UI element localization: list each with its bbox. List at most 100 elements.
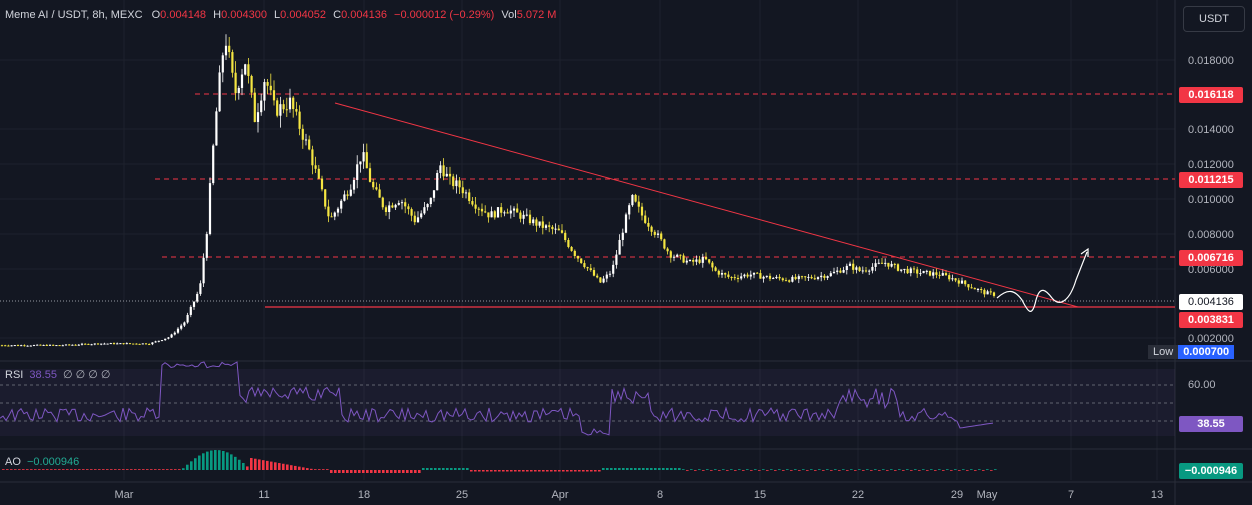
candle-body [762, 276, 765, 279]
ao-bar [534, 470, 537, 472]
ao-bar [390, 470, 393, 473]
currency-button[interactable]: USDT [1183, 6, 1245, 32]
ao-tag: −0.000946 [1179, 463, 1243, 479]
ao-bar [78, 469, 81, 470]
candle-body [554, 228, 557, 230]
ao-bar [674, 468, 677, 470]
candle-body [634, 194, 637, 202]
candle-body [628, 205, 631, 215]
candle-body [295, 108, 298, 112]
candle-body [983, 289, 986, 295]
candle-body [7, 345, 10, 347]
candle-body [135, 343, 138, 345]
candle-body [599, 277, 602, 283]
candle-body [900, 269, 903, 271]
ao-bar [202, 453, 205, 470]
ohlc-header: Meme AI / USDT, 8h, MEXC O0.004148 H0.00… [5, 9, 556, 21]
ao-bar [638, 468, 641, 470]
rsi-legend[interactable]: RSI 38.55 ∅ ∅ ∅ ∅ [5, 368, 111, 381]
ao-bar [730, 469, 733, 470]
candle-body [605, 274, 608, 279]
ao-bar [6, 469, 9, 470]
candle-body [871, 266, 874, 271]
candle-body [61, 345, 64, 347]
candle-body [16, 345, 20, 347]
candle-body [228, 45, 231, 53]
candle-body [426, 204, 429, 208]
candle-body [212, 145, 215, 184]
time-axis-label: 13 [1150, 489, 1164, 501]
candle-body [458, 180, 461, 188]
candle-body [903, 268, 906, 270]
ao-bar [894, 470, 897, 471]
ao-bar [394, 470, 397, 473]
candle-body [45, 344, 48, 346]
candle-body [589, 268, 592, 271]
candle-body [794, 276, 797, 280]
ao-bar [626, 468, 629, 470]
candle-body [301, 128, 304, 140]
ao-bar [206, 451, 209, 470]
ao-bar [86, 469, 89, 470]
open-label: O [151, 9, 161, 21]
time-axis-label: Mar [114, 489, 134, 501]
candle-body [487, 212, 490, 218]
ao-bar [70, 469, 73, 470]
candle-body [292, 97, 295, 109]
ao-bar [398, 470, 401, 473]
ao-bar [778, 469, 781, 470]
candle-body [375, 187, 378, 190]
candle-body [68, 344, 71, 346]
time-axis-label: 25 [455, 489, 469, 501]
ao-bar [822, 470, 825, 471]
high-label: H [213, 9, 222, 21]
ao-legend[interactable]: AO −0.000946 [5, 456, 79, 468]
ao-bar [614, 468, 617, 470]
low-label: L [274, 9, 281, 21]
candle-body [688, 259, 692, 261]
ao-bar [486, 470, 489, 472]
candle-body [477, 208, 480, 210]
candle-body [800, 276, 804, 278]
candle-body [906, 268, 909, 274]
candle-body [106, 343, 109, 345]
ao-bar [670, 468, 673, 470]
ao-value: −0.000946 [26, 456, 80, 468]
ao-bar [774, 470, 777, 471]
candle-body [103, 343, 106, 345]
candle-body [637, 201, 640, 207]
candle-body [948, 275, 951, 280]
candle-body [887, 262, 890, 267]
candle-body [960, 280, 964, 284]
candle-body [916, 269, 919, 274]
candle-body [362, 152, 365, 162]
candle-body [541, 221, 544, 228]
candle-body [496, 207, 500, 218]
ao-bar [678, 468, 681, 470]
time-axis-label: 8 [656, 489, 664, 501]
time-axis-label: 7 [1067, 489, 1075, 501]
symbol-title[interactable]: Meme AI / USDT, 8h, MEXC [5, 9, 143, 21]
ao-bar [266, 460, 269, 470]
candle-body [679, 254, 682, 256]
candle-body [4, 345, 7, 347]
ao-bar [234, 456, 237, 470]
ao-bar [330, 470, 333, 473]
candle-body [346, 194, 349, 196]
candle-body [736, 278, 740, 280]
ao-bar [950, 470, 953, 471]
candle-body [474, 204, 477, 209]
candle-body [976, 288, 980, 290]
ao-bar [38, 469, 41, 470]
candle-body [186, 314, 189, 323]
ao-bar [966, 470, 969, 471]
ao-bar [114, 469, 117, 470]
ao-bar [322, 469, 325, 470]
candle-body [359, 161, 362, 165]
candle-body [109, 343, 112, 345]
ao-bar [754, 469, 757, 470]
ao-bar [514, 470, 517, 472]
ao-bar [350, 470, 353, 473]
ao-bar [414, 470, 417, 473]
